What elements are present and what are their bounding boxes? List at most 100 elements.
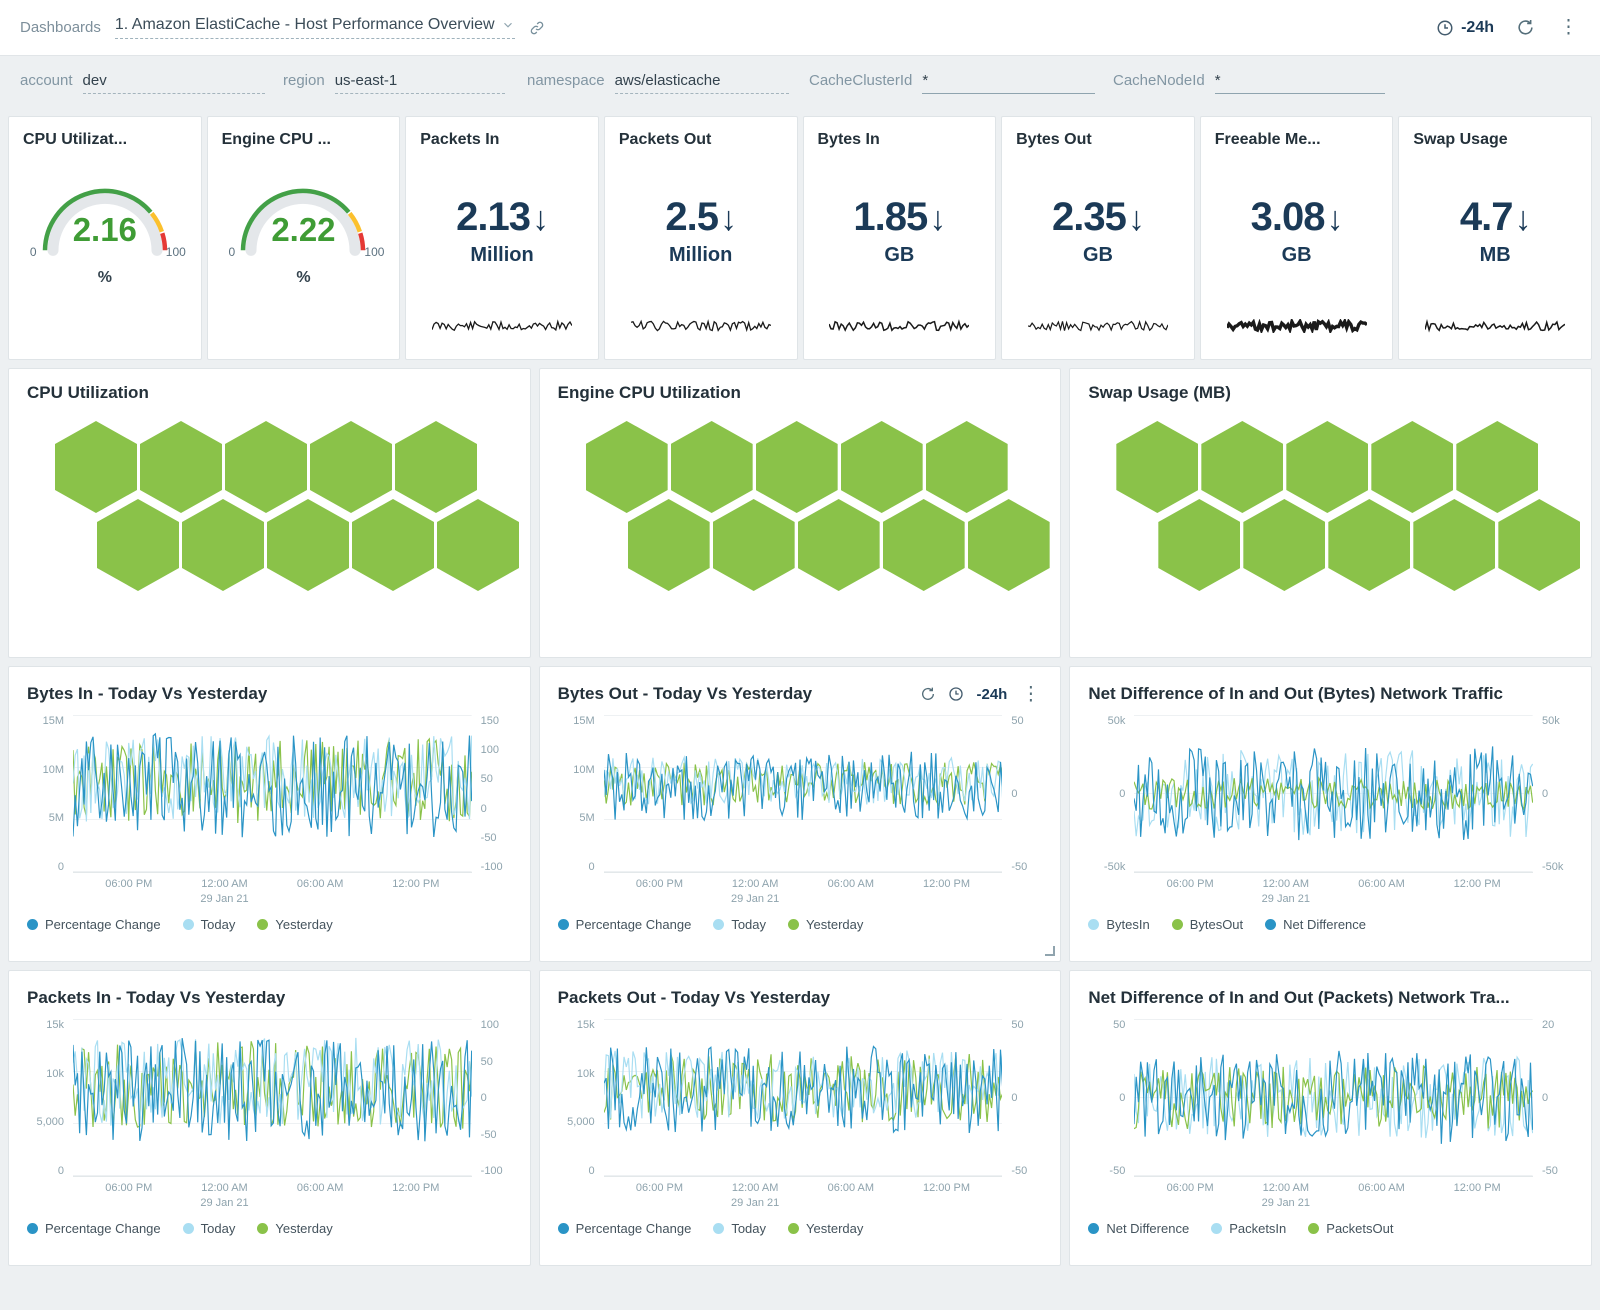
hexagon-node[interactable] — [310, 421, 392, 513]
filter-input[interactable]: * — [922, 72, 1095, 94]
chart-plot-area[interactable] — [604, 715, 1003, 873]
legend-item-yesterday[interactable]: Yesterday — [788, 1221, 863, 1236]
legend-item-yesterday[interactable]: Yesterday — [257, 917, 332, 932]
legend-item-today[interactable]: Today — [713, 917, 766, 932]
filter-namespace[interactable]: namespace aws/elasticache — [527, 72, 789, 94]
filter-value[interactable]: dev — [83, 72, 265, 94]
hexagon-node[interactable] — [1456, 421, 1538, 513]
y-axis-tick: 50k — [1542, 715, 1573, 727]
panel-time-range[interactable]: -24h — [976, 686, 1007, 703]
filter-value[interactable]: aws/elasticache — [615, 72, 789, 94]
stat-card-swap-usage: Swap Usage 4.7↓ MB — [1398, 116, 1592, 360]
filter-cache-node-id[interactable]: CacheNodeId * — [1113, 72, 1385, 94]
legend-dot — [27, 1223, 38, 1234]
hexagon-node[interactable] — [1413, 499, 1495, 591]
panel-refresh-icon[interactable] — [920, 686, 936, 702]
stat-card-cpu-utilization: CPU Utilizat... 2.16 0 100 % — [8, 116, 202, 360]
legend-item-yesterday[interactable]: Yesterday — [257, 1221, 332, 1236]
more-menu-icon[interactable]: ⋮ — [1557, 18, 1580, 37]
hexagon-node[interactable] — [225, 421, 307, 513]
hexagon-node[interactable] — [926, 421, 1008, 513]
filter-region[interactable]: region us-east-1 — [283, 72, 505, 94]
hexagon-node[interactable] — [968, 499, 1050, 591]
honeycomb-grid — [27, 421, 512, 599]
legend-item-yesterday[interactable]: Yesterday — [788, 917, 863, 932]
x-axis: 06:00 PM12:00 AM29 Jan 2106:00 AM12:00 P… — [604, 1181, 1003, 1213]
x-axis: 06:00 PM12:00 AM29 Jan 2106:00 AM12:00 P… — [604, 877, 1003, 909]
y-axis-tick: 0 — [1011, 1092, 1042, 1104]
hexagon-node[interactable] — [140, 421, 222, 513]
chart-plot-area[interactable] — [73, 715, 472, 873]
y-axis-tick: 0 — [1088, 788, 1125, 800]
chart-plot-area[interactable] — [1134, 1019, 1533, 1177]
hexagon-node[interactable] — [1286, 421, 1368, 513]
hexagon-node[interactable] — [628, 499, 710, 591]
chart-plot-area[interactable] — [1134, 715, 1533, 873]
y-axis-tick: 0 — [1011, 788, 1042, 800]
legend-item-percentage-change[interactable]: Percentage Change — [27, 1221, 161, 1236]
legend-item-net-difference[interactable]: Net Difference — [1088, 1221, 1189, 1236]
legend-item-bytesout[interactable]: BytesOut — [1172, 917, 1243, 932]
hexagon-node[interactable] — [1498, 499, 1580, 591]
legend-label: Net Difference — [1283, 917, 1366, 932]
legend-item-packetsin[interactable]: PacketsIn — [1211, 1221, 1286, 1236]
refresh-icon[interactable] — [1516, 18, 1535, 37]
x-axis-tick: 12:00 AM29 Jan 21 — [1262, 877, 1310, 907]
panel-title: Net Difference of In and Out (Packets) N… — [1088, 988, 1509, 1008]
hexagon-node[interactable] — [1116, 421, 1198, 513]
legend-item-bytesin[interactable]: BytesIn — [1088, 917, 1149, 932]
hexagon-node[interactable] — [586, 421, 668, 513]
hexagon-node[interactable] — [267, 499, 349, 591]
legend-item-today[interactable]: Today — [183, 1221, 236, 1236]
chart-plot-area[interactable] — [73, 1019, 472, 1177]
legend-dot — [1088, 1223, 1099, 1234]
hexagon-node[interactable] — [352, 499, 434, 591]
time-range-selector[interactable]: -24h — [1436, 19, 1494, 37]
hexagon-node[interactable] — [55, 421, 137, 513]
legend-dot — [1088, 919, 1099, 930]
resize-handle[interactable] — [1045, 946, 1055, 956]
legend-item-today[interactable]: Today — [713, 1221, 766, 1236]
legend-item-percentage-change[interactable]: Percentage Change — [27, 917, 161, 932]
hexagon-node[interactable] — [182, 499, 264, 591]
panel-clock-icon[interactable] — [948, 686, 964, 702]
legend-item-packetsout[interactable]: PacketsOut — [1308, 1221, 1393, 1236]
legend-item-today[interactable]: Today — [183, 917, 236, 932]
gauge-max-label: 100 — [364, 245, 384, 259]
y-axis-tick: -50 — [1011, 1165, 1042, 1177]
hexagon-node[interactable] — [798, 499, 880, 591]
hexagon-node[interactable] — [1201, 421, 1283, 513]
hexagon-node[interactable] — [883, 499, 965, 591]
y-axis-tick: 0 — [558, 1165, 595, 1177]
legend-item-percentage-change[interactable]: Percentage Change — [558, 1221, 692, 1236]
breadcrumb-dashboards[interactable]: Dashboards — [20, 19, 101, 36]
hexagon-node[interactable] — [437, 499, 519, 591]
sparkline — [631, 319, 771, 333]
legend-label: BytesOut — [1190, 917, 1243, 932]
panel-net-difference-bytes-chart: Net Difference of In and Out (Bytes) Net… — [1069, 666, 1592, 962]
hexagon-node[interactable] — [1371, 421, 1453, 513]
stat-value: 2.5↓ — [619, 195, 783, 240]
filter-value[interactable]: us-east-1 — [335, 72, 505, 94]
filter-account[interactable]: account dev — [20, 72, 265, 94]
y-axis-right: 150100500-50-100 — [472, 715, 512, 873]
hexagon-node[interactable] — [713, 499, 795, 591]
hexagon-node[interactable] — [756, 421, 838, 513]
filter-input[interactable]: * — [1215, 72, 1385, 94]
hexagon-node[interactable] — [1328, 499, 1410, 591]
hexagon-node[interactable] — [841, 421, 923, 513]
filter-cache-cluster-id[interactable]: CacheClusterId * — [809, 72, 1095, 94]
hexagon-node[interactable] — [97, 499, 179, 591]
hexagon-node[interactable] — [1158, 499, 1240, 591]
hexagon-node[interactable] — [671, 421, 753, 513]
chart-plot-area[interactable] — [604, 1019, 1003, 1177]
panel-more-menu-icon[interactable]: ⋮ — [1019, 685, 1042, 704]
legend-label: Yesterday — [275, 1221, 332, 1236]
link-icon[interactable] — [529, 20, 545, 36]
legend-item-net-difference[interactable]: Net Difference — [1265, 917, 1366, 932]
dashboard-title[interactable]: 1. Amazon ElastiCache - Host Performance… — [115, 16, 515, 39]
hexagon-node[interactable] — [1243, 499, 1325, 591]
hexagon-node[interactable] — [395, 421, 477, 513]
legend-item-percentage-change[interactable]: Percentage Change — [558, 917, 692, 932]
y-axis-tick: 0 — [1088, 1092, 1125, 1104]
